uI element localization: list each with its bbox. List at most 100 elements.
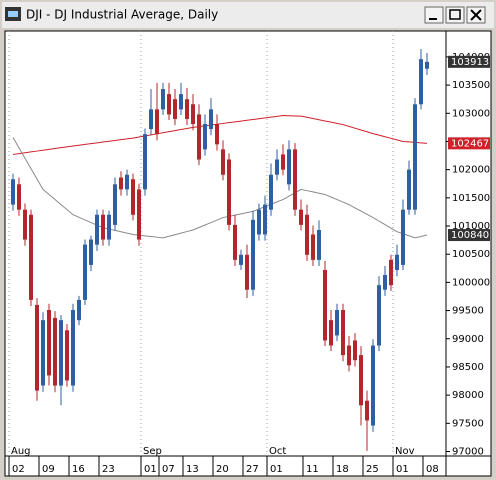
price-marker-label: 103913: [451, 57, 489, 68]
price-marker-label: 102467: [451, 138, 489, 149]
candle-body: [251, 219, 255, 290]
candle-body: [257, 209, 261, 235]
y-tick-label: 100500: [452, 249, 490, 260]
candle-body: [287, 149, 291, 185]
candle-body: [107, 214, 111, 240]
candle-body: [11, 179, 15, 205]
candle-body: [155, 109, 159, 135]
candle-body: [395, 254, 399, 270]
candle-body: [161, 89, 165, 110]
candle-body: [29, 214, 33, 300]
y-tick-label: 98500: [452, 362, 484, 373]
candle-body: [389, 259, 393, 286]
candle-body: [359, 355, 363, 406]
y-tick-label: 97000: [452, 446, 484, 457]
candle-body: [239, 254, 243, 265]
month-label: Oct: [269, 446, 286, 457]
candle-body: [299, 209, 303, 225]
price-marker-box: [448, 55, 490, 68]
price-marker-label: 100840: [451, 230, 489, 241]
month-label: Sep: [143, 446, 162, 457]
candle-body: [335, 310, 339, 336]
x-tick-label: 23: [102, 464, 115, 475]
candle-body: [125, 174, 129, 190]
candle-body: [347, 345, 351, 366]
candle-body: [101, 214, 105, 240]
candle-body: [23, 209, 27, 240]
x-tick-label: 27: [246, 464, 259, 475]
maximize-glyph: [449, 9, 461, 20]
app-icon-inner: [8, 11, 18, 17]
y-tick-label: 103000: [452, 108, 490, 119]
candle-body: [17, 184, 21, 210]
candle-body: [227, 159, 231, 225]
candle-body: [269, 174, 273, 210]
y-tick-label: 101500: [452, 193, 490, 204]
candle-body: [137, 189, 141, 240]
candle-body: [305, 214, 309, 255]
candle-body: [329, 320, 333, 346]
candle-body: [167, 94, 171, 115]
moving-average-line: [12, 137, 428, 239]
candle-body: [353, 340, 357, 361]
candle-body: [209, 109, 213, 130]
x-tick-label: 13: [186, 464, 199, 475]
candle-body: [83, 244, 87, 300]
y-tick-label: 102000: [452, 165, 490, 176]
candle-body: [245, 254, 249, 290]
x-tick-label: 16: [72, 464, 85, 475]
candle-body: [89, 239, 93, 265]
plot-frame: [4, 30, 492, 477]
candle-body: [407, 169, 411, 210]
y-tick-label: 99500: [452, 306, 484, 317]
x-tick-label: 11: [306, 464, 319, 475]
price-marker-box: [448, 137, 490, 150]
month-label: Nov: [395, 446, 415, 457]
candle-body: [131, 179, 135, 215]
candle-body: [365, 400, 369, 421]
candle-body: [275, 159, 279, 175]
candle-body: [77, 299, 81, 321]
candle-body: [65, 330, 69, 381]
candle-body: [281, 154, 285, 170]
x-tick-label: 09: [42, 464, 55, 475]
candle-body: [59, 320, 63, 386]
month-label: Aug: [11, 446, 31, 457]
candle-body: [401, 209, 405, 265]
y-tick-label: 101000: [452, 221, 490, 232]
candle-body: [47, 310, 51, 376]
candle-body: [263, 204, 267, 235]
x-tick-label: 01: [144, 464, 157, 475]
candle-body: [35, 304, 39, 391]
moving-average-line: [12, 115, 428, 155]
candle-body: [383, 275, 387, 290]
candle-body: [425, 61, 429, 69]
y-tick-label: 100000: [452, 277, 490, 288]
candle-body: [113, 184, 117, 225]
candle-body: [71, 310, 75, 386]
y-tick-label: 103500: [452, 80, 490, 91]
candle-body: [119, 177, 123, 190]
candle-body: [371, 345, 375, 426]
x-tick-label: 02: [12, 464, 25, 475]
candle-body: [221, 149, 225, 175]
price-marker-box: [448, 229, 490, 242]
candle-body: [341, 310, 345, 356]
candle-body: [95, 214, 99, 245]
candle-body: [413, 104, 417, 210]
x-tick-label: 18: [336, 464, 349, 475]
candle-body: [233, 224, 237, 260]
y-tick-label: 98000: [452, 390, 484, 401]
candle-body: [311, 234, 315, 260]
candle-body: [419, 59, 423, 105]
candle-body: [293, 149, 297, 210]
candle-body: [179, 94, 183, 110]
x-tick-label: 01: [270, 464, 283, 475]
minimize-button[interactable]: [424, 6, 444, 24]
candle-body: [323, 269, 327, 341]
x-tick-label: 20: [216, 464, 229, 475]
candle-body: [173, 99, 177, 119]
candle-body: [203, 124, 207, 150]
